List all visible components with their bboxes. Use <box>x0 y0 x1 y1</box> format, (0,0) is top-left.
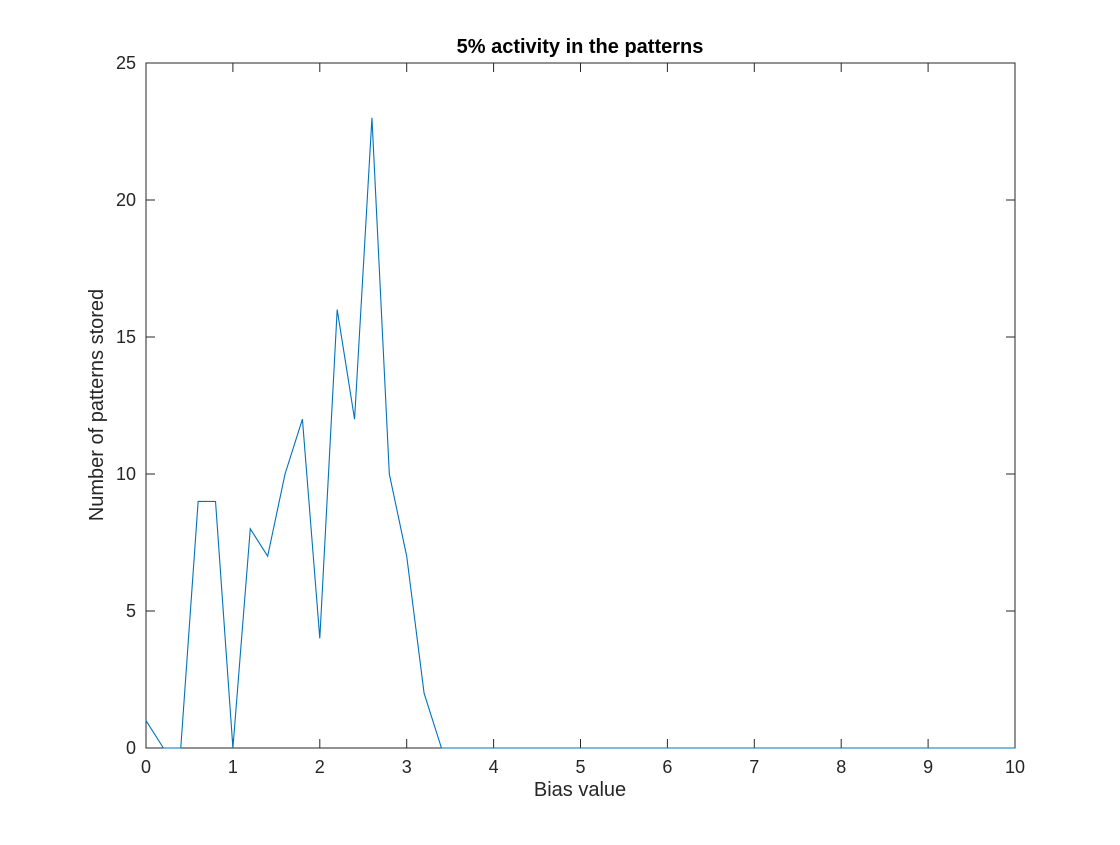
x-tick-label: 3 <box>402 757 412 777</box>
chart-title: 5% activity in the patterns <box>457 36 704 58</box>
x-tick-label: 1 <box>228 757 238 777</box>
x-axis-label: Bias value <box>534 779 626 801</box>
y-tick-label: 20 <box>116 190 136 210</box>
x-tick-label: 8 <box>836 757 846 777</box>
y-tick-label: 15 <box>116 327 136 347</box>
x-tick-label: 9 <box>923 757 933 777</box>
y-axis-label: Number of patterns stored <box>86 289 108 521</box>
y-tick-label: 10 <box>116 464 136 484</box>
x-tick-label: 6 <box>662 757 672 777</box>
x-tick-label: 0 <box>141 757 151 777</box>
x-tick-label: 4 <box>489 757 499 777</box>
y-tick-label: 5 <box>126 601 136 621</box>
x-tick-label: 5 <box>575 757 585 777</box>
plot-area <box>146 63 1015 748</box>
x-tick-label: 2 <box>315 757 325 777</box>
y-tick-label: 0 <box>126 738 136 758</box>
x-tick-label: 10 <box>1005 757 1025 777</box>
x-tick-label: 7 <box>749 757 759 777</box>
y-tick-label: 25 <box>116 53 136 73</box>
